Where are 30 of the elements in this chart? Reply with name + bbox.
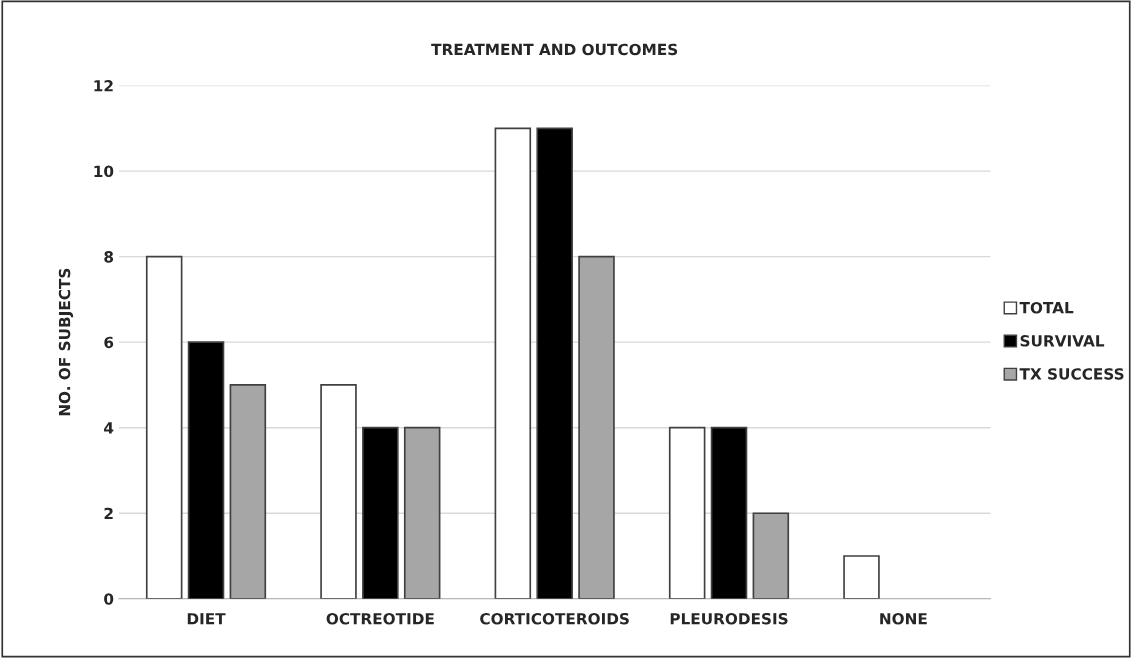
- legend-label: SURVIVAL: [1020, 335, 1105, 347]
- x-tick-label: CORTICOTEROIDS: [480, 612, 629, 625]
- bar: [843, 555, 880, 599]
- bar: [578, 255, 615, 599]
- bar: [403, 426, 441, 599]
- y-tick-label: 8: [104, 251, 114, 263]
- legend-label: TX SUCCESS: [1019, 368, 1124, 380]
- legend-label: TOTAL: [1019, 301, 1074, 314]
- y-tick-label: 0: [104, 593, 114, 605]
- bar: [145, 255, 183, 599]
- chart-title: TREATMENT AND OUTCOMES: [431, 43, 678, 56]
- bar: [710, 426, 748, 599]
- y-axis-title: NO. OF SUBJECTS: [58, 268, 74, 416]
- bar: [229, 384, 267, 599]
- x-tick-label: NONE: [880, 612, 927, 625]
- y-tick-label: 4: [104, 422, 114, 434]
- bar: [752, 512, 790, 599]
- y-tick-label: 6: [104, 336, 114, 349]
- y-tick-label: 12: [94, 80, 113, 92]
- y-tick-label: 10: [94, 165, 114, 178]
- bar: [362, 426, 399, 599]
- y-tick-label: 2: [104, 507, 113, 520]
- bar: [494, 127, 532, 599]
- x-tick-label: PLEURODESIS: [670, 612, 788, 625]
- x-tick-label: DIET: [187, 613, 226, 625]
- bar: [320, 384, 357, 599]
- bar: [536, 127, 573, 599]
- x-tick-label: OCTREOTIDE: [326, 612, 434, 625]
- bar: [187, 341, 225, 599]
- bar: [668, 426, 706, 599]
